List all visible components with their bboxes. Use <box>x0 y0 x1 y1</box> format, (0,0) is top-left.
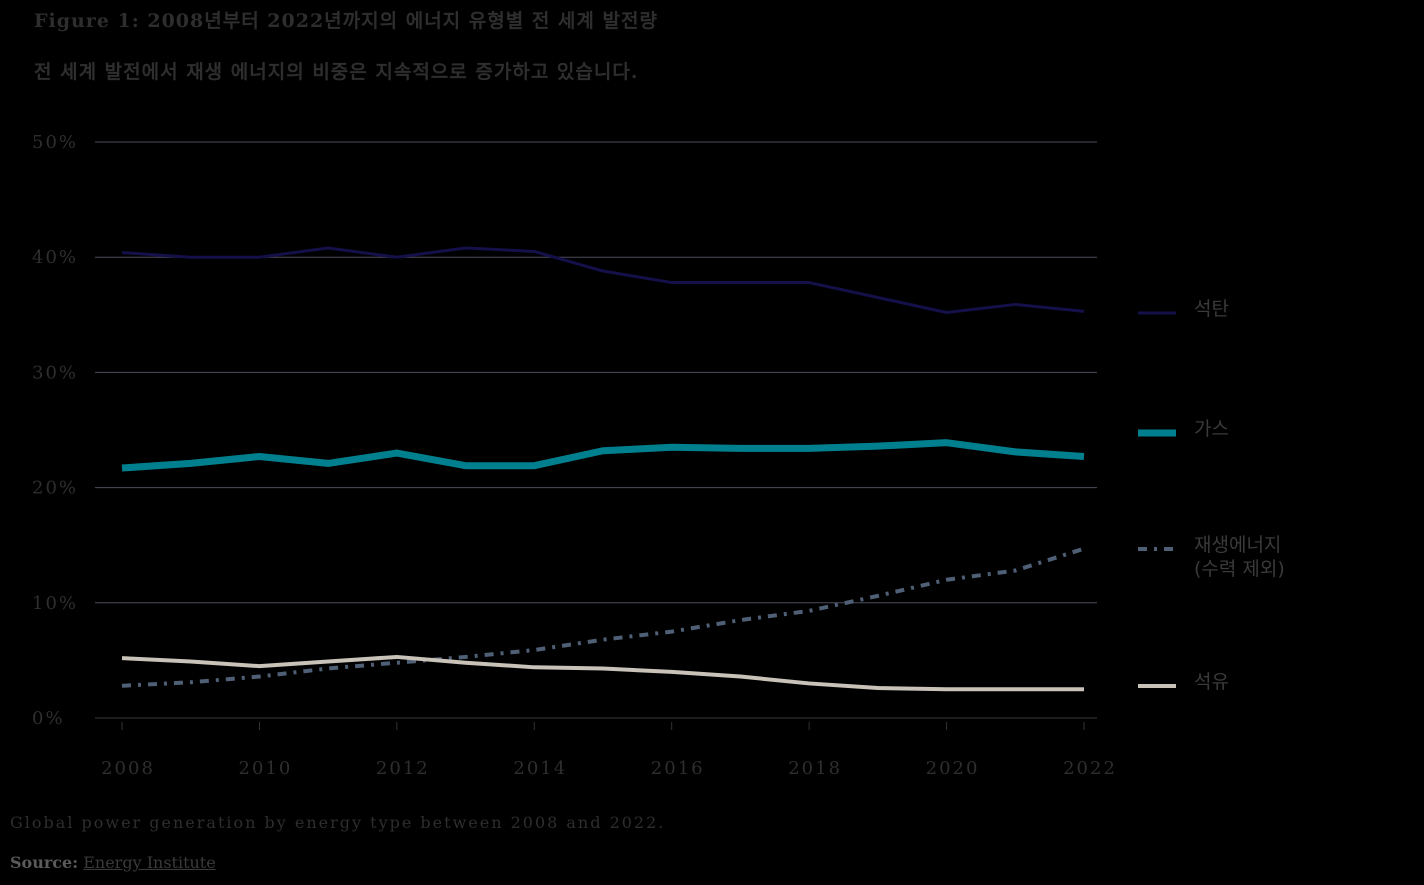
x-tick-label: 2012 <box>376 758 430 779</box>
series-line-1 <box>121 439 1085 472</box>
y-tick-label: 30% <box>32 362 78 383</box>
y-tick-label: 50% <box>32 132 78 153</box>
chart-caption: Global power generation by energy type b… <box>10 813 666 832</box>
legend-label-line2: (수력 제외) <box>1194 558 1285 580</box>
x-tick-label: 2020 <box>926 758 980 779</box>
legend-label: 재생에너지 <box>1194 534 1281 556</box>
series-line-3 <box>121 654 1084 692</box>
series-line-2 <box>121 546 1085 688</box>
legend-label: 석탄 <box>1194 298 1229 320</box>
x-tick-label: 2022 <box>1063 758 1117 779</box>
source-label: Source: <box>10 853 79 872</box>
x-tick-label: 2010 <box>239 758 293 779</box>
chart-subtitle: 전 세계 발전에서 재생 에너지의 비중은 지속적으로 증가하고 있습니다. <box>34 61 639 83</box>
legend-label: 석유 <box>1194 671 1229 693</box>
y-tick-label: 20% <box>32 478 78 499</box>
x-tick-label: 2018 <box>788 758 842 779</box>
source-line: Source: Energy Institute <box>10 853 216 872</box>
y-tick-label: 0% <box>32 708 65 729</box>
source-link[interactable]: Energy Institute <box>83 853 216 872</box>
y-tick-label: 10% <box>32 593 78 614</box>
x-tick-label: 2014 <box>513 758 567 779</box>
x-tick-label: 2016 <box>651 758 705 779</box>
x-tick-label: 2008 <box>101 758 155 779</box>
legend-label: 가스 <box>1194 418 1229 440</box>
y-tick-label: 40% <box>32 247 78 268</box>
chart-title: Figure 1: 2008년부터 2022년까지의 에너지 유형별 전 세계 … <box>34 10 658 32</box>
